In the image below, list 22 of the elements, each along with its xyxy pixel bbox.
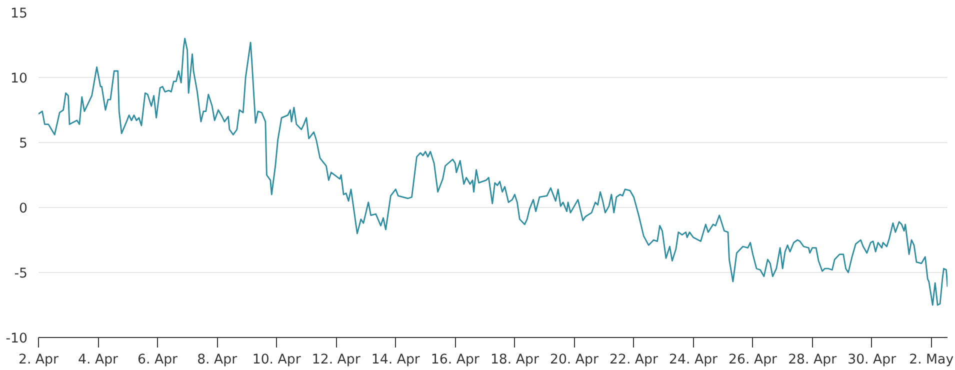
x-tick-label: 4. Apr: [78, 352, 119, 368]
x-tick-label: 2. Apr: [18, 352, 60, 368]
x-tick-label: 18. Apr: [490, 352, 540, 368]
x-tick-label: 12. Apr: [312, 352, 361, 368]
x-tick-label: 16. Apr: [430, 352, 480, 368]
x-tick-label: 30. Apr: [848, 352, 897, 368]
x-tick-label: 22. Apr: [610, 352, 659, 368]
y-tick-label: -10: [6, 332, 28, 346]
x-tick-label: 20. Apr: [550, 352, 599, 368]
x-tick-label: 6. Apr: [138, 352, 178, 368]
x-tick-label: 26. Apr: [728, 352, 778, 368]
x-tick-label: 24. Apr: [669, 352, 718, 368]
y-tick-label: 0: [19, 202, 28, 216]
y-tick-label: 10: [10, 72, 28, 86]
x-tick-label: 28. Apr: [788, 352, 838, 368]
y-tick-label: -5: [14, 266, 28, 282]
y-tick-label: 5: [19, 136, 28, 152]
x-tick-label: 10. Apr: [252, 352, 302, 368]
x-tick-label: 8. Apr: [197, 352, 238, 368]
y-tick-label: 15: [10, 6, 28, 22]
x-tick-label: 14. Apr: [371, 352, 420, 368]
x-tick-label: 2. May: [909, 352, 954, 368]
